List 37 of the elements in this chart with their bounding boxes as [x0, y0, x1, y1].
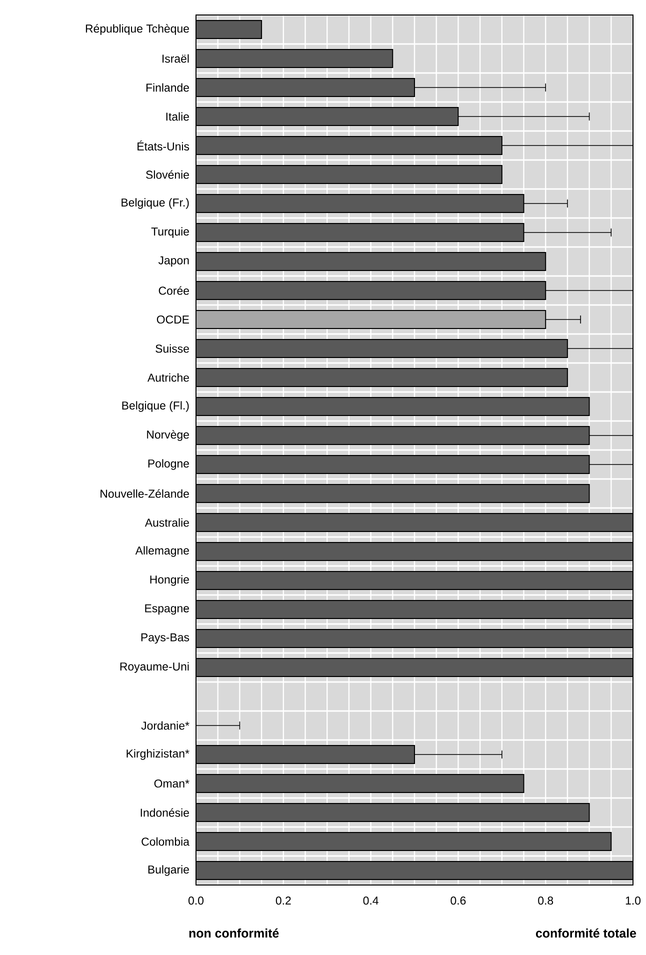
y-tick-label: Pays-Bas	[141, 633, 190, 644]
x-tick-label: 0.0	[188, 896, 204, 905]
y-tick-label: Slovénie	[146, 170, 189, 179]
y-tick-label: Italie	[166, 112, 189, 121]
y-tick-label: Royaume-Uni	[120, 662, 189, 673]
x-tick-label: 0.2	[276, 896, 291, 905]
y-tick-label: Pologne	[148, 459, 189, 470]
y-tick-label: Espagne	[145, 604, 189, 615]
y-tick-label: Israël	[162, 54, 189, 63]
y-tick-label: Australie	[144, 518, 189, 527]
text: conformité totale	[536, 928, 636, 938]
y-tick-label: Finlande	[146, 83, 189, 92]
x-tick-label: 0.4	[363, 896, 378, 905]
y-tick-label: Kirghizistan*	[126, 749, 190, 760]
x-tick-label: 1.0	[626, 896, 641, 905]
y-tick-label: Autriche	[147, 373, 189, 382]
y-tick-label: Turquie	[151, 227, 189, 238]
text: non conformité	[189, 928, 279, 938]
y-tick-label: Oman*	[154, 779, 190, 788]
y-tick-label: Corée	[158, 286, 189, 295]
y-tick-label: OCDE	[156, 315, 189, 324]
y-tick-label: Japon	[158, 256, 189, 267]
y-tick-label: Suisse	[156, 344, 189, 353]
y-tick-label: Allemagne	[135, 546, 189, 557]
y-tick-label: Colombia	[142, 837, 190, 846]
y-tick-label: République Tchèque	[86, 24, 189, 35]
y-tick-label: Nouvelle-Zélande	[100, 489, 189, 498]
y-tick-label: Belgique (Fl.)	[122, 401, 189, 412]
y-tick-label: Indonésie	[140, 808, 189, 817]
x-tick-label: 0.8	[538, 896, 554, 905]
y-tick-label: Bulgarie	[148, 865, 189, 876]
y-tick-label: Jordanie*	[141, 721, 190, 730]
x-tick-label: 0.6	[450, 896, 466, 905]
y-tick-label: États-Unis	[138, 140, 190, 151]
y-tick-label: Norvège	[147, 430, 189, 441]
y-tick-label: Hongrie	[150, 575, 189, 586]
y-tick-label: Belgique (Fr.)	[122, 198, 189, 209]
